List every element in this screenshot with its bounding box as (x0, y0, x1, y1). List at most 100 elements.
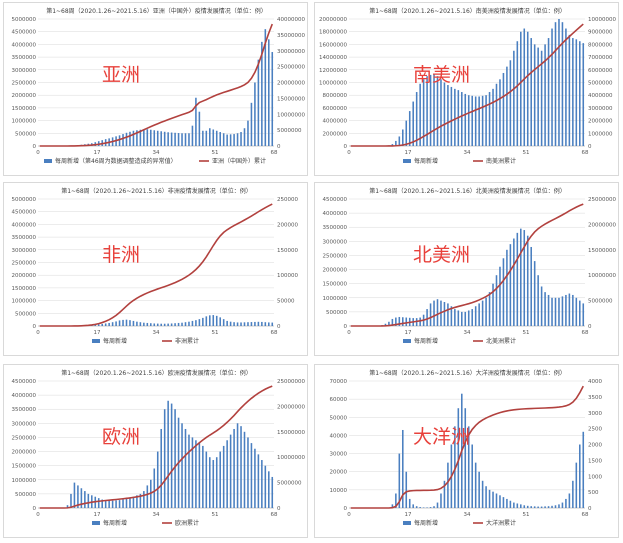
bar-weekly-new (229, 434, 232, 508)
bar-weekly-new (153, 468, 156, 508)
bar-weekly-new (471, 444, 473, 508)
bar-weekly-new (464, 311, 467, 326)
bar-weekly-new (167, 400, 169, 508)
bar-weekly-new (240, 322, 242, 326)
bar-weekly-new (243, 128, 246, 146)
bar-weekly-new (87, 493, 90, 508)
bar-weekly-new (554, 505, 557, 508)
y-left-tick-label: 50000 (330, 415, 348, 421)
bar-weekly-new (485, 486, 487, 508)
x-tick-label: 51 (523, 330, 530, 336)
bar-weekly-new (478, 471, 480, 508)
y-left-tick-label: 4000000 (12, 222, 37, 228)
bar-weekly-new (111, 500, 114, 508)
bar-weekly-new (391, 318, 394, 326)
bar-weekly-new (233, 134, 235, 146)
y-left-tick-label: 6000000 (323, 106, 348, 112)
bar-weekly-new (163, 323, 166, 326)
y-right-tick-label: 5000000 (277, 128, 302, 134)
bar-weekly-new (572, 480, 574, 508)
bar-weekly-new (181, 322, 183, 326)
bar-weekly-new (412, 504, 414, 508)
y-right-tick-label: 200000 (277, 222, 298, 228)
legend-swatch-bar (403, 339, 411, 343)
bar-weekly-new (433, 73, 435, 146)
bar-weekly-new (506, 66, 508, 146)
bar-weekly-new (572, 38, 574, 146)
region-overlay-label: 欧洲 (102, 426, 140, 448)
bar-weekly-new (236, 322, 239, 326)
bar-weekly-new (264, 322, 267, 326)
bar-weekly-new (474, 462, 477, 508)
x-tick-label: 51 (212, 330, 219, 336)
y-left-tick-label: 1500000 (12, 286, 37, 292)
bar-weekly-new (481, 300, 484, 326)
bar-weekly-new (177, 322, 180, 326)
bar-weekly-new (447, 303, 449, 326)
y-left-tick-label: 2000000 (323, 131, 348, 137)
chart-title: 第1~68周（2020.1.26~2021.5.16）南美洲疫情发展情况（单位：… (369, 7, 566, 15)
bar-weekly-new (77, 485, 79, 508)
y-right-tick-label: 0 (588, 324, 592, 330)
region-overlay-label: 亚洲 (102, 64, 140, 86)
bar-weekly-new (101, 323, 103, 326)
bar-weekly-new (261, 41, 263, 146)
bar-weekly-new (454, 309, 456, 326)
bar-weekly-new (533, 261, 536, 326)
legend-swatch-bar (403, 159, 411, 163)
bar-weekly-new (520, 504, 522, 508)
y-right-tick-label: 9000000 (588, 30, 613, 36)
x-tick-label: 0 (36, 330, 40, 336)
x-tick-label: 0 (347, 330, 351, 336)
y-left-tick-label: 4500000 (323, 197, 348, 203)
bar-weekly-new (118, 500, 121, 508)
bar-weekly-new (247, 120, 249, 146)
bar-weekly-new (464, 93, 467, 146)
x-tick-label: 34 (464, 330, 471, 336)
y-right-tick-label: 2000000 (588, 119, 613, 125)
chart-title: 第1~68周（2020.1.26~2021.5.16）欧洲疫情发展情况（单位：例… (61, 369, 252, 377)
bar-weekly-new (261, 321, 263, 326)
x-tick-label: 68 (271, 330, 278, 336)
y-right-tick-label: 25000000 (277, 65, 305, 71)
bar-weekly-new (429, 303, 432, 326)
bar-weekly-new (405, 120, 408, 146)
y-left-tick-label: 0 (33, 144, 37, 150)
legend-label-weekly: 每周新增 (414, 157, 438, 165)
chart-panel-europe: 第1~68周（2020.1.26~2021.5.16）欧洲疫情发展情况（单位：例… (3, 364, 308, 538)
bar-weekly-new (537, 506, 539, 508)
bar-weekly-new (447, 85, 449, 146)
bar-weekly-new (544, 292, 546, 326)
bar-weekly-new (163, 409, 166, 508)
bar-weekly-new (261, 460, 263, 508)
y-left-tick-label: 5000000 (12, 197, 37, 203)
chart-panel-south-america: 第1~68周（2020.1.26~2021.5.16）南美洲疫情发展情况（单位：… (314, 2, 619, 176)
bar-weekly-new (572, 294, 574, 326)
bar-weekly-new (160, 323, 162, 326)
bar-weekly-new (139, 322, 142, 326)
y-left-tick-label: 2000000 (12, 450, 37, 456)
bar-weekly-new (502, 72, 505, 146)
bar-weekly-new (170, 323, 173, 326)
bar-weekly-new (73, 482, 76, 508)
bar-weekly-new (243, 322, 246, 326)
bar-weekly-new (222, 133, 225, 146)
bar-weekly-new (523, 230, 526, 326)
chart-svg: 第1~68周（2020.1.26~2021.5.16）亚洲（中国外）疫情发展情况… (12, 7, 306, 165)
bar-weekly-new (464, 408, 467, 508)
bar-weekly-new (384, 323, 387, 326)
bar-weekly-new (136, 321, 138, 326)
y-right-tick-label: 30000000 (277, 49, 305, 55)
bar-weekly-new (495, 275, 498, 326)
y-right-tick-label: 20000000 (277, 404, 305, 410)
legend-swatch-bar (92, 521, 100, 525)
bar-weekly-new (143, 129, 145, 146)
legend-label-cumulative: 南美洲累计 (486, 157, 516, 165)
chart-panel-asia: 第1~68周（2020.1.26~2021.5.16）亚洲（中国外）疫情发展情况… (3, 2, 308, 176)
line-cumulative (350, 23, 584, 147)
y-left-tick-label: 3000000 (12, 248, 37, 254)
y-right-tick-label: 2000 (588, 443, 602, 449)
bar-weekly-new (257, 59, 260, 146)
y-right-tick-label: 20000000 (588, 222, 616, 228)
bar-weekly-new (426, 507, 428, 508)
